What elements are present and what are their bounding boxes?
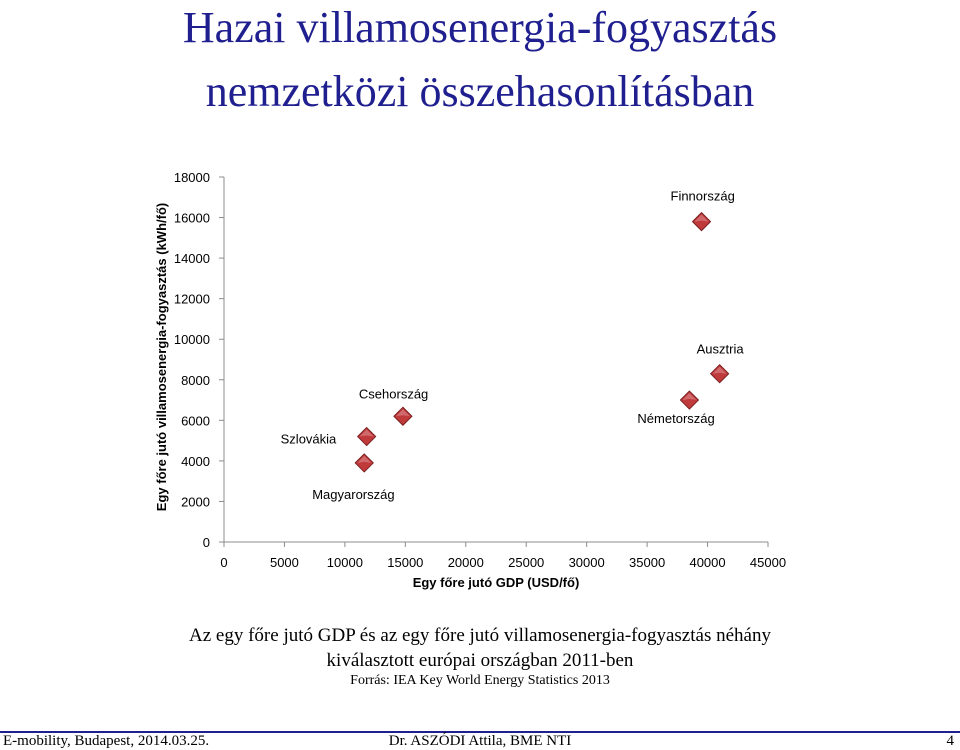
y-tick-label: 10000 [174, 332, 210, 347]
slide-title-line-1: Hazai villamosenergia-fogyasztás [182, 3, 778, 52]
data-point-marker [356, 426, 377, 447]
x-tick-label: 15000 [387, 555, 423, 570]
data-point-label: Magyarország [312, 487, 394, 502]
footer-rule [0, 731, 960, 733]
data-point-marker [354, 453, 374, 473]
data-point-highlight [359, 429, 374, 437]
footer-event: E-mobility, Budapest, 2014.03.25. [3, 733, 210, 749]
x-tick-label: 40000 [689, 555, 725, 570]
x-tick-label: 35000 [629, 555, 665, 570]
x-tick-label: 0 [220, 555, 227, 570]
y-tick-label: 16000 [174, 211, 210, 226]
data-point-label: Németország [637, 411, 714, 426]
caption-line-2: kiválasztott európai országban 2011-ben [326, 650, 634, 671]
source-note: Forrás: IEA Key World Energy Statistics … [350, 673, 610, 688]
x-tick-label: 10000 [327, 555, 363, 570]
y-tick-label: 4000 [181, 454, 210, 469]
y-tick-label: 6000 [181, 413, 210, 428]
data-point-marker [393, 406, 413, 426]
data-point-label: Ausztria [697, 342, 745, 357]
y-tick-label: 8000 [181, 373, 210, 388]
footer-author: Dr. ASZÓDI Attila, BME NTI [388, 733, 572, 749]
scatter-chart: 0 2000 4000 6000 8000 10000 12000 14000 16000 180… [154, 170, 786, 590]
y-tick-label: 18000 [174, 170, 210, 185]
page-number: 4 [946, 733, 955, 749]
y-axis-label: Egy főre jutó villamosenergia-fogyasztás… [154, 203, 169, 511]
data-point-highlight [712, 366, 727, 374]
x-tick-label: 30000 [569, 555, 605, 570]
data-point-marker [691, 211, 712, 232]
y-tick-label: 12000 [174, 292, 210, 307]
data-point-marker [679, 390, 700, 410]
x-axis-label: Egy főre jutó GDP (USD/fő) [413, 575, 580, 590]
x-tick-label: 20000 [448, 555, 484, 570]
data-point-marker [709, 363, 730, 384]
data-point-label: Szlovákia [281, 432, 337, 447]
data-point-highlight [682, 393, 697, 401]
data-point-label: Finnország [671, 189, 735, 204]
x-tick-label: 5000 [270, 555, 299, 570]
data-point-highlight [395, 409, 410, 417]
data-point-label: Csehország [359, 386, 428, 401]
y-tick-label: 2000 [181, 494, 210, 509]
x-tick-label: 45000 [750, 555, 786, 570]
x-tick-label: 25000 [508, 555, 544, 570]
caption-line-1: Az egy főre jutó GDP és az egy főre jutó… [189, 625, 771, 646]
slide-title-line-2: nemzetközi összehasonlításban [205, 67, 755, 116]
data-point-highlight [694, 214, 709, 222]
data-point-highlight [357, 455, 372, 463]
y-tick-label: 0 [203, 535, 210, 550]
y-tick-label: 14000 [174, 251, 210, 266]
